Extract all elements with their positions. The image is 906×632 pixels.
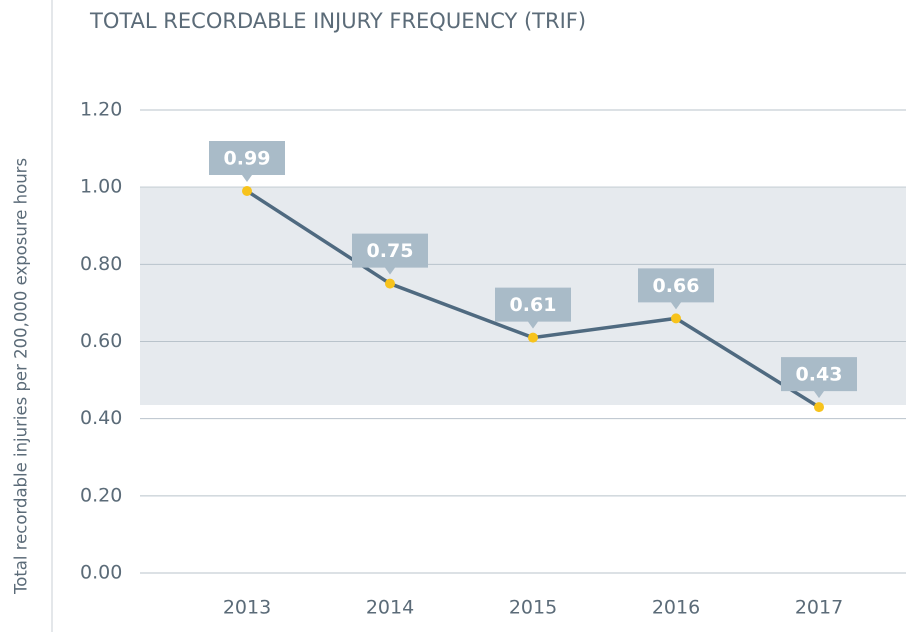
y-tick-label: 0.40 (80, 407, 122, 429)
x-tick-label: 2013 (223, 597, 271, 619)
point (528, 332, 538, 343)
label-box (352, 233, 428, 275)
label-box (781, 357, 857, 399)
point (671, 313, 681, 324)
y-tick-label: 0.20 (80, 484, 122, 506)
y-tick-label: 0.00 (80, 562, 122, 584)
label-box (495, 287, 571, 329)
x-tick-label: 2015 (509, 597, 557, 619)
data-label: 0.99 (224, 148, 271, 170)
x-tick-label: 2014 (366, 597, 414, 619)
y-tick-label: 1.20 (80, 99, 122, 121)
x-tick-label: 2017 (795, 597, 843, 619)
x-tick-label: 2016 (652, 597, 700, 619)
y-axis-label: Total recordable injuries per 200,000 ex… (12, 158, 31, 595)
point (814, 402, 824, 413)
point (242, 186, 252, 197)
label-box (638, 268, 714, 310)
y-tick-label: 1.00 (80, 176, 122, 198)
label-box (209, 141, 285, 183)
data-label: 0.75 (367, 240, 414, 262)
data-label: 0.66 (653, 275, 700, 297)
point (385, 278, 395, 289)
data-label: 0.61 (510, 294, 557, 316)
data-label: 0.43 (796, 364, 843, 386)
y-tick-label: 0.60 (80, 330, 122, 352)
chart-title: TOTAL RECORDABLE INJURY FREQUENCY (TRIF) (89, 9, 586, 33)
y-tick-label: 0.80 (80, 253, 122, 275)
